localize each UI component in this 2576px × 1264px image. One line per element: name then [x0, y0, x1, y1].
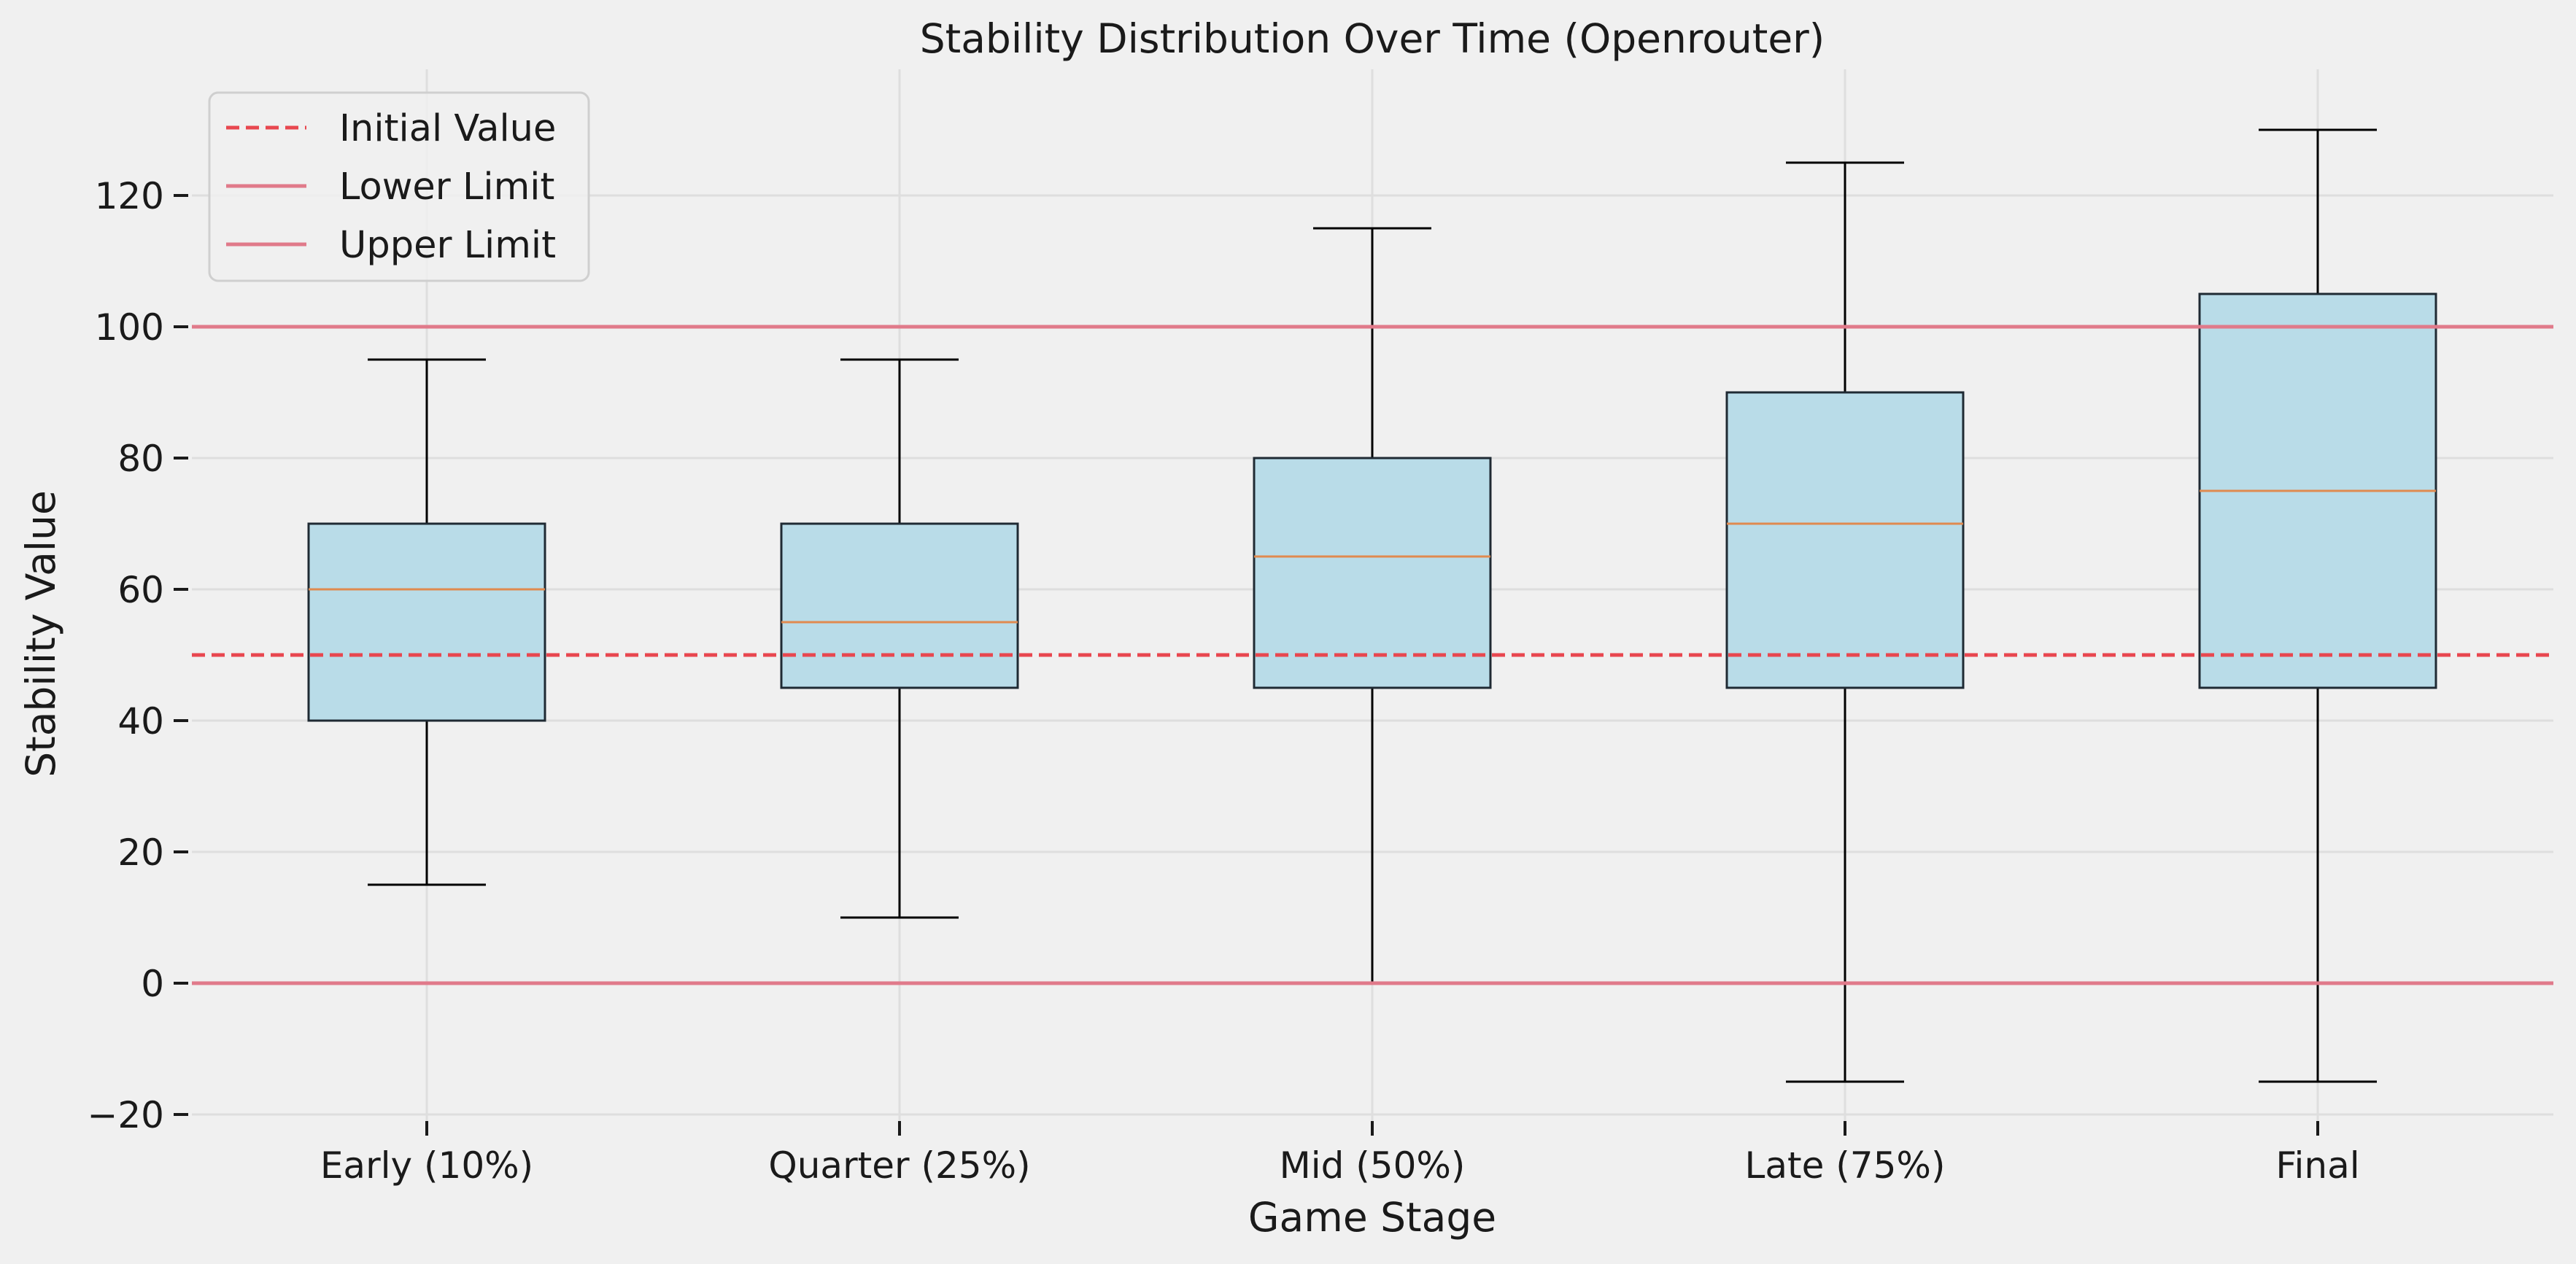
chart-title: Stability Distribution Over Time (Openro…	[920, 15, 1825, 62]
y-tick-label: 80	[117, 438, 164, 480]
y-tick-label: 40	[117, 700, 164, 742]
legend-label: Lower Limit	[339, 166, 554, 209]
y-tick-label: 100	[95, 306, 164, 349]
x-axis-label: Game Stage	[1248, 1194, 1496, 1241]
y-tick-label: 60	[117, 569, 164, 611]
legend-frame	[208, 91, 590, 282]
y-tick-label: 20	[117, 831, 164, 874]
y-tick-label: 0	[141, 963, 164, 1005]
box-iqr	[307, 522, 546, 722]
legend-label: Initial Value	[339, 107, 556, 150]
box-iqr	[1725, 391, 1965, 689]
y-tick-label: −20	[87, 1094, 164, 1136]
x-tick-label: Early (10%)	[320, 1144, 533, 1187]
boxes	[307, 128, 2437, 1083]
y-tick-label: 120	[95, 175, 164, 217]
box-iqr	[780, 522, 1019, 689]
x-tick-label: Final	[2275, 1144, 2359, 1187]
box-iqr	[1253, 457, 1492, 689]
legend: Initial Value Lower Limit Upper Limit	[208, 91, 590, 282]
x-tick-label: Quarter (25%)	[768, 1144, 1030, 1187]
x-tick-label: Late (75%)	[1745, 1144, 1946, 1187]
axes: −20 0 20 40 60 80 100 120 Early (10%) Quarter (25…	[87, 175, 2553, 1187]
x-tick-label: Mid (50%)	[1280, 1144, 1466, 1187]
legend-label: Upper Limit	[339, 224, 556, 267]
y-axis-label: Stability Value	[18, 490, 64, 778]
